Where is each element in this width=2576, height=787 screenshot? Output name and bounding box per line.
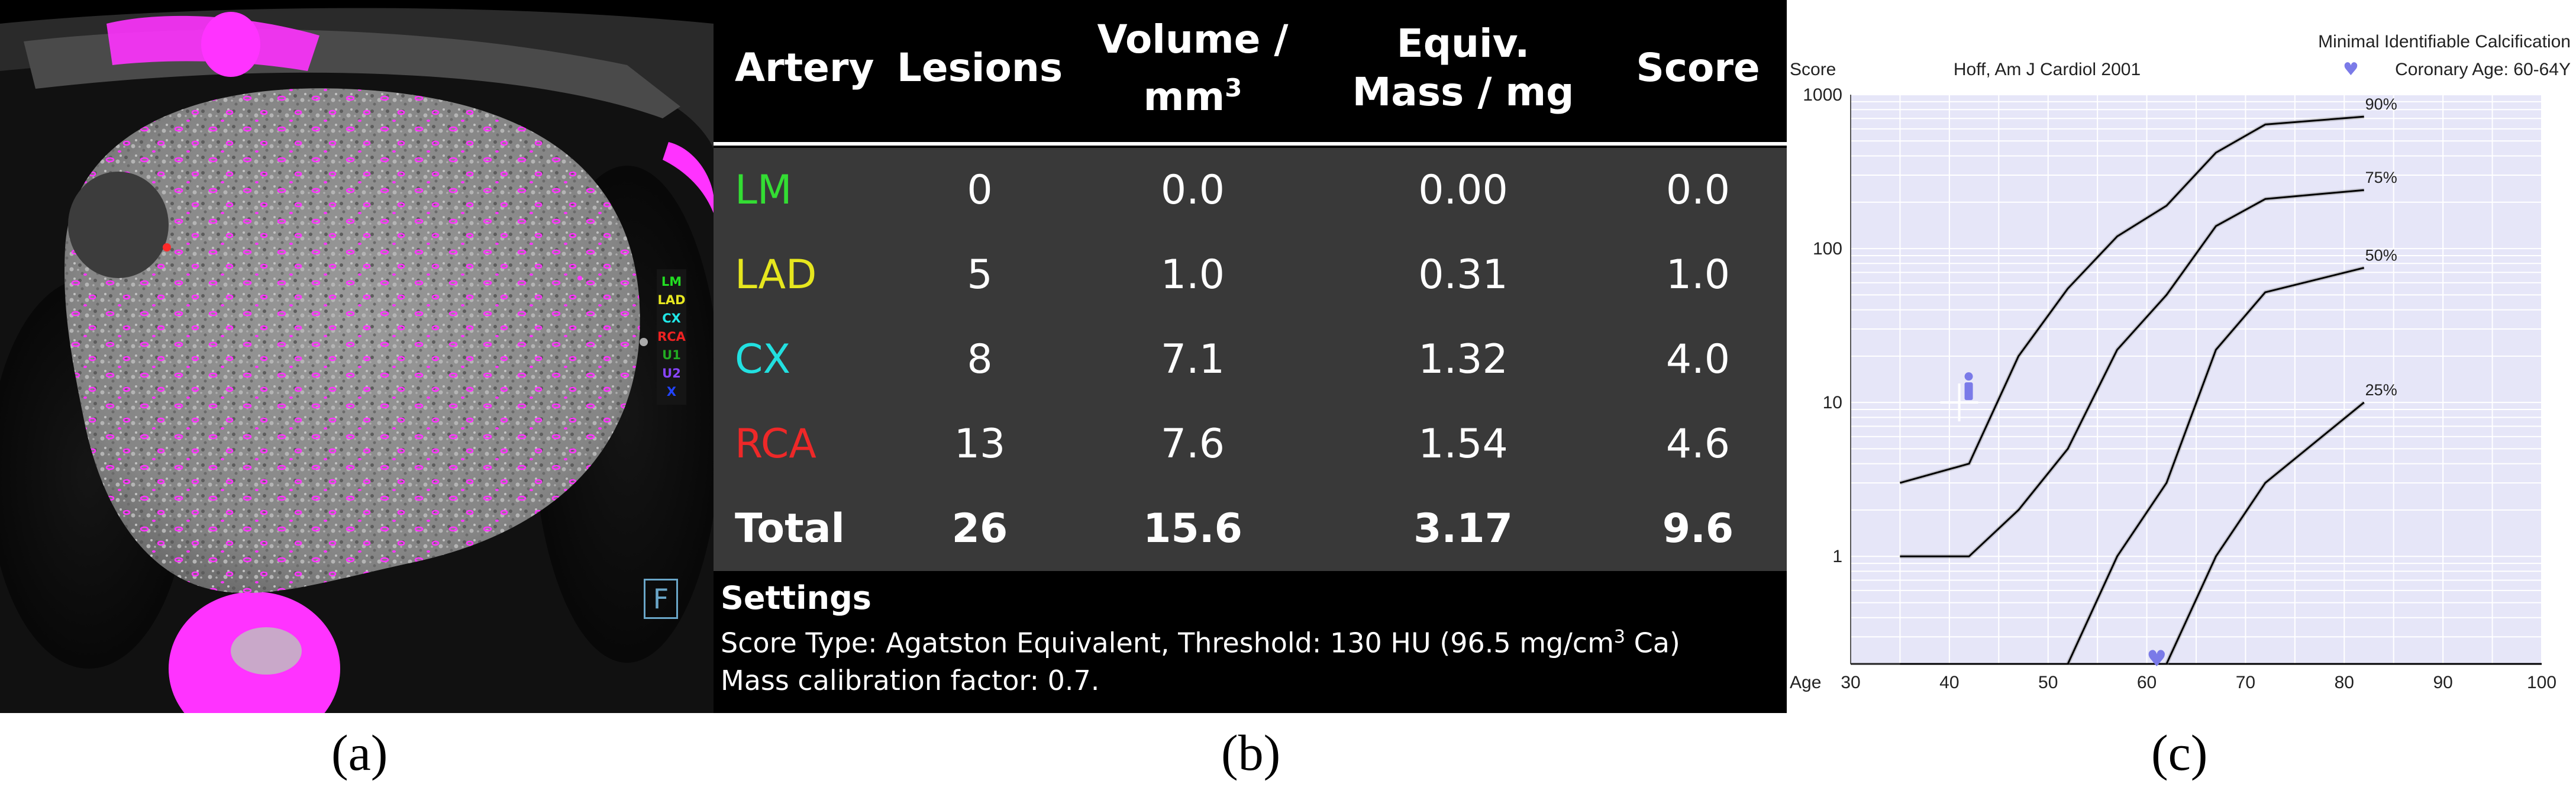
legend-marker-label: Coronary Age: 60-64Y [2395,60,2571,79]
series-line [1899,115,2364,484]
table-row: RCA 13 7.6 1.54 4.6 [714,402,1787,486]
legend-u2: U2 [662,366,681,380]
cell-volume: 15.6 [1143,505,1242,552]
cell-volume: 0.0 [1160,167,1225,214]
x-tick-label: 40 [1939,673,1959,692]
cell-artery: Total [735,505,845,552]
header-volume-sup: 3 [1225,73,1242,102]
calcium-percentile-chart-panel: Minimal Identifiable Calcification ♥ Cor… [1787,0,2576,713]
header-volume-line2: mm [1143,73,1225,120]
x-tick-label: 70 [2236,673,2255,692]
series-label: 50% [2365,247,2397,265]
y-axis-label: Score [1790,60,1836,79]
series-line [2165,401,2365,665]
legend-lad: LAD [657,293,686,307]
cell-mass: 0.31 [1418,251,1508,298]
table-header: Artery Lesions Volume / mm3 Equiv. Mass … [714,0,1787,136]
settings-line1-suffix: Ca) [1625,627,1680,659]
caption-b: (b) [1221,724,1281,781]
series-label: 25% [2365,381,2397,399]
settings-score-type: Score Type: Agatston Equivalent, Thresho… [721,627,1680,659]
percentile-chart: Minimal Identifiable Calcification ♥ Cor… [1787,0,2576,713]
cell-lesions: 26 [951,505,1008,552]
cell-volume: 1.0 [1160,251,1225,298]
header-volume-line1: Volume / [1097,16,1289,62]
header-mass-line2: Mass / mg [1352,69,1574,115]
settings-section: F Settings Score Type: Agatston Equivale… [644,577,1787,713]
x-axis-label: Age [1790,673,1821,692]
settings-line1-sup: 3 [1613,627,1625,647]
table-row: CX 8 7.1 1.32 4.0 [714,317,1787,402]
series-line [2067,267,2365,665]
cell-lesions: 0 [967,167,993,214]
legend-u1: U1 [662,348,681,362]
chart-title: Hoff, Am J Cardiol 2001 [1954,60,2141,79]
table-row: LAD 5 1.0 0.31 1.0 [714,233,1787,317]
cell-volume: 7.1 [1160,336,1225,383]
header-artery: Artery [735,45,874,91]
cell-score: 4.6 [1665,421,1731,467]
y-tick-label: 100 [1813,239,1842,259]
cell-mass: 1.54 [1418,421,1508,467]
score-table-panel: Artery Lesions Volume / mm3 Equiv. Mass … [644,0,1787,713]
series-line [1900,189,2364,557]
f-icon[interactable]: F [644,579,678,619]
header-mass-line1: Equiv. [1396,21,1530,66]
table-row-total: Total 26 15.6 3.17 9.6 [714,486,1787,571]
artery-color-legend: LM LAD CX RCA U1 U2 X [657,269,686,405]
x-tick-label: 60 [2137,673,2157,692]
cell-score: 4.0 [1665,336,1731,383]
cell-mass: 0.00 [1418,167,1508,214]
cell-score: 0.0 [1665,167,1731,214]
cell-artery: LM [735,167,792,214]
person-icon-head [1964,372,1973,381]
header-lesions: Lesions [896,45,1063,91]
legend-rca: RCA [657,330,686,344]
caption-a: (a) [331,724,388,781]
x-tick-label: 90 [2433,673,2452,692]
x-tick-label: 50 [2038,673,2058,692]
cell-mass: 3.17 [1413,505,1513,552]
y-tick-label: 10 [1823,393,1842,412]
cell-score: 1.0 [1665,251,1731,298]
cell-lesions: 13 [954,421,1006,467]
ct-image-panel: LM LAD CX RCA U1 U2 X [0,0,714,713]
caption-c: (c) [2151,724,2208,781]
cell-artery: RCA [735,421,816,467]
table-row: LM 0 0.0 0.00 0.0 [714,148,1787,233]
x-tick-label: 30 [1841,673,1860,692]
header-score: Score [1636,45,1760,91]
cell-lesions: 5 [967,251,993,298]
cell-artery: LAD [735,251,817,298]
header-divider [714,142,1787,146]
settings-line1-prefix: Score Type: Agatston Equivalent, Thresho… [721,627,1614,659]
person-icon-body [1964,382,1973,401]
cell-mass: 1.32 [1418,336,1508,383]
x-tick-label: 80 [2335,673,2354,692]
cell-score: 9.6 [1662,505,1734,552]
cell-artery: CX [735,336,791,383]
series-label: 90% [2365,95,2397,113]
legend-x: X [666,385,677,399]
y-tick-label: 1 [1832,547,1842,566]
series-label: 75% [2365,169,2397,186]
y-tick-label: 1000 [1803,85,1842,105]
legend-cx: CX [662,311,681,325]
heart-marker-icon: ♥ [2146,646,2167,672]
settings-mass-calibration: Mass calibration factor: 0.7. [721,665,1100,696]
settings-title: Settings [721,579,871,617]
heart-legend-icon: ♥ [2343,59,2359,80]
ct-scan-image [0,0,714,713]
header-volume: Volume / mm3 [1069,15,1317,121]
x-tick-label: 100 [2527,673,2556,692]
header-mass: Equiv. Mass / mg [1317,20,1609,117]
legend-title: Minimal Identifiable Calcification [2318,32,2571,51]
table-body: LM 0 0.0 0.00 0.0 LAD 5 1.0 0.31 1.0 CX … [714,148,1787,571]
cell-lesions: 8 [967,336,993,383]
legend-lm: LM [661,275,682,289]
cell-volume: 7.6 [1160,421,1225,467]
